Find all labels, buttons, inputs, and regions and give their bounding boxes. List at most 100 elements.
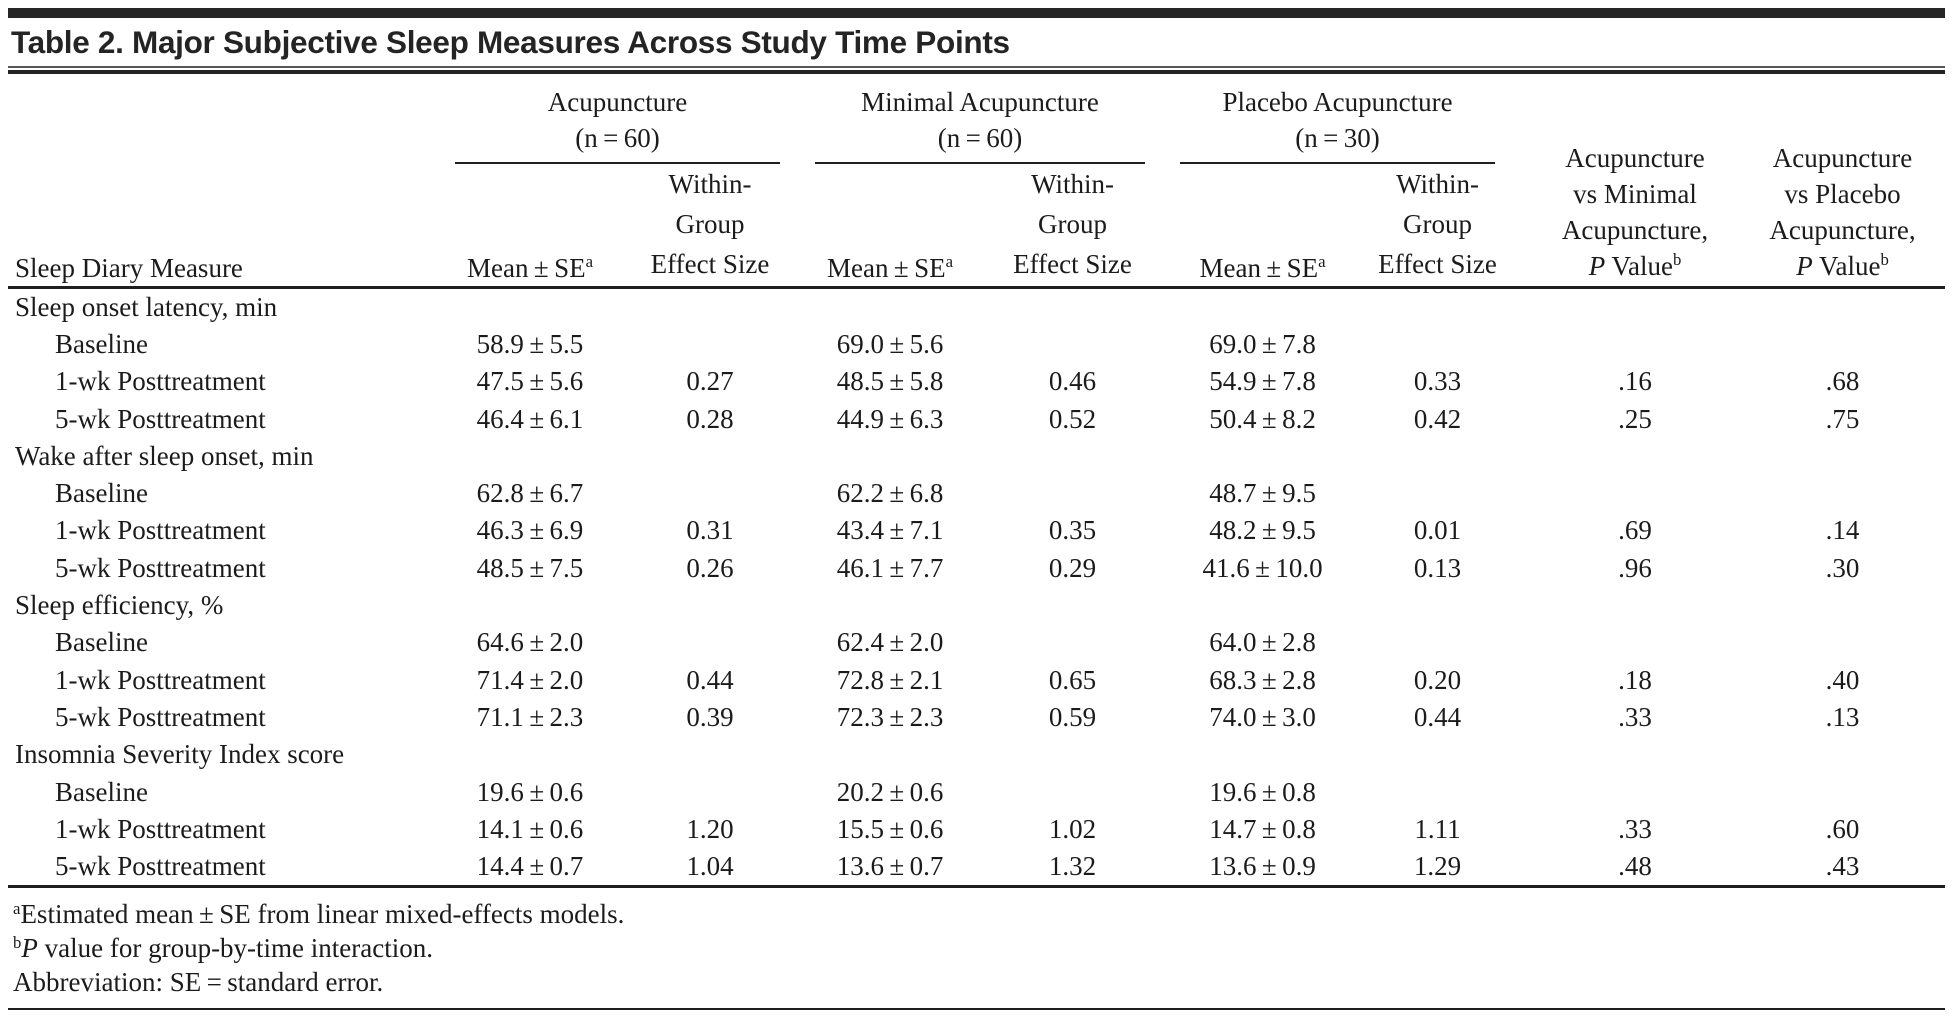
table-mid-rule xyxy=(8,885,1945,888)
sub-header-row: Mean ± SEa Within- Group Effect Size Mean … xyxy=(8,163,1945,289)
mean-se-cell: 50.4 ± 8.2 xyxy=(1209,403,1316,434)
mean-se-cell: 46.3 ± 6.9 xyxy=(476,515,584,546)
mean-se-cell: 69.0 ± 7.8 xyxy=(1209,328,1316,359)
mean-se-cell: 64.6 ± 2.0 xyxy=(476,627,584,658)
group-spanner-rule: Minimal Acupuncture (n = 60) xyxy=(815,84,1146,164)
group-header-acupuncture: Acupuncture (n = 60) xyxy=(455,74,815,164)
p-value-cell xyxy=(1740,773,1945,810)
effect-size-cell: 0.44 xyxy=(686,664,734,695)
col-header-mean-se: Mean ± SEa xyxy=(1180,163,1346,289)
group-header-minimal-acupuncture: Minimal Acupuncture (n = 60) xyxy=(815,74,1180,164)
mean-se-cell: 71.4 ± 2.0 xyxy=(476,664,584,695)
section-row: Sleep onset latency, min xyxy=(8,287,1945,326)
group-name: Placebo Acupuncture xyxy=(1222,86,1453,117)
footnote-a: aEstimated mean ± SE from linear mixed-e… xyxy=(13,898,625,929)
effect-size-cell: 0.28 xyxy=(686,403,734,434)
sleep-measures-table: Sleep Diary Measure Acupuncture (n = 60)… xyxy=(8,73,1946,886)
mean-se-cell: 62.2 ± 6.8 xyxy=(836,478,944,509)
row-label: 5-wk Posttreatment xyxy=(55,403,266,434)
mean-se-cell: 46.4 ± 6.1 xyxy=(476,403,584,434)
col-header-effect-size: Within- Group Effect Size xyxy=(965,163,1181,289)
row-label: 1-wk Posttreatment xyxy=(55,664,266,695)
p-value-cell xyxy=(1740,475,1945,512)
title-rule-thin xyxy=(8,66,1945,68)
effect-size-cell xyxy=(605,326,815,363)
mean-se-cell: 46.1 ± 7.7 xyxy=(836,552,944,583)
table-block: Table 2. Major Subjective Sleep Measures… xyxy=(8,8,1946,1011)
mean-se-cell: 72.8 ± 2.1 xyxy=(836,664,944,695)
p-value-cell: .96 xyxy=(1618,552,1652,583)
p-value-cell xyxy=(1530,624,1740,661)
mean-se-cell: 19.6 ± 0.6 xyxy=(476,776,584,807)
mean-se-cell: 15.5 ± 0.6 xyxy=(836,813,944,844)
mean-se-cell: 48.5 ± 7.5 xyxy=(476,552,584,583)
mean-se-cell: 48.5 ± 5.8 xyxy=(836,366,944,397)
title-rule-thick xyxy=(8,70,1945,74)
group-header-placebo-acupuncture: Placebo Acupuncture (n = 30) xyxy=(1180,74,1530,164)
col-header-effect-size: Within- Group Effect Size xyxy=(1345,163,1531,289)
p-value-cell: .13 xyxy=(1825,701,1860,732)
data-row: Baseline 62.8 ± 6.7 62.2 ± 6.8 48.7 ± 9.… xyxy=(8,475,1945,512)
footnote-b: bP value for group-by-time interaction. xyxy=(13,932,433,963)
table-bottom-rule xyxy=(8,1007,1945,1011)
section-row: Insomnia Severity Index score xyxy=(8,736,1945,773)
footnotes: aEstimated mean ± SE from linear mixed-e… xyxy=(8,888,1945,999)
effect-size-cell: 1.11 xyxy=(1414,813,1461,844)
data-row: Baseline 19.6 ± 0.6 20.2 ± 0.6 19.6 ± 0.… xyxy=(8,773,1945,810)
effect-size-cell xyxy=(1345,475,1530,512)
mean-se-cell: 41.6 ± 10.0 xyxy=(1202,552,1323,583)
p-value-cell: .16 xyxy=(1618,366,1652,397)
data-row: 5-wk Posttreatment 46.4 ± 6.1 0.28 44.9 … xyxy=(8,400,1945,437)
effect-size-cell xyxy=(965,773,1180,810)
p-value-cell xyxy=(1740,326,1945,363)
p-value-cell: .25 xyxy=(1618,403,1652,434)
group-name: Acupuncture xyxy=(547,86,688,117)
row-label: Baseline xyxy=(55,478,148,509)
effect-size-cell: 0.59 xyxy=(1048,701,1097,732)
effect-size-cell: 0.29 xyxy=(1048,552,1097,583)
effect-size-cell: 1.29 xyxy=(1413,851,1462,882)
p-value-cell xyxy=(1740,624,1945,661)
effect-size-cell: 1.20 xyxy=(686,813,734,844)
effect-size-cell: 0.39 xyxy=(686,701,734,732)
p-value-cell xyxy=(1530,475,1740,512)
section-row: Wake after sleep onset, min xyxy=(8,438,1945,475)
top-rule xyxy=(8,8,1945,18)
section-label: Wake after sleep onset, min xyxy=(15,440,314,471)
p-value-cell xyxy=(1530,326,1740,363)
p-value-cell: .14 xyxy=(1825,515,1860,546)
effect-size-cell xyxy=(1345,624,1530,661)
mean-se-cell: 72.3 ± 2.3 xyxy=(836,701,944,732)
mean-se-cell: 64.0 ± 2.8 xyxy=(1209,627,1316,658)
effect-size-cell xyxy=(605,475,815,512)
effect-size-cell: 1.04 xyxy=(686,851,734,882)
data-row: 1-wk Posttreatment 46.3 ± 6.9 0.31 43.4 … xyxy=(8,512,1945,549)
effect-size-cell: 0.26 xyxy=(686,552,734,583)
row-label: 5-wk Posttreatment xyxy=(55,552,266,583)
effect-size-cell: 0.52 xyxy=(1048,403,1097,434)
data-row: 1-wk Posttreatment 14.1 ± 0.6 1.20 15.5 … xyxy=(8,811,1945,848)
row-label: Baseline xyxy=(55,328,148,359)
mean-se-cell: 13.6 ± 0.9 xyxy=(1209,851,1316,882)
mean-se-cell: 14.4 ± 0.7 xyxy=(476,851,584,882)
group-header-row: Sleep Diary Measure Acupuncture (n = 60)… xyxy=(8,73,1946,289)
effect-size-cell: 0.42 xyxy=(1413,403,1462,434)
data-row: 1-wk Posttreatment 71.4 ± 2.0 0.44 72.8 … xyxy=(8,661,1945,698)
mean-se-cell: 20.2 ± 0.6 xyxy=(836,776,944,807)
p-value-cell: .18 xyxy=(1618,664,1652,695)
mean-se-cell: 48.7 ± 9.5 xyxy=(1209,478,1316,509)
row-header: Sleep Diary Measure xyxy=(8,73,455,289)
effect-size-cell: 0.31 xyxy=(686,515,734,546)
effect-size-cell: 0.33 xyxy=(1413,366,1462,397)
mean-se-cell: 62.4 ± 2.0 xyxy=(836,627,944,658)
effect-size-cell: 0.13 xyxy=(1413,552,1462,583)
table-body: Sleep onset latency, min Baseline 58.9 ±… xyxy=(8,287,1945,885)
effect-size-cell xyxy=(605,624,815,661)
p-value-cell: .40 xyxy=(1825,664,1860,695)
p-value-cell: .33 xyxy=(1618,813,1652,844)
mean-se-cell: 14.1 ± 0.6 xyxy=(476,813,584,844)
col-header-effect-size: Within- Group Effect Size xyxy=(605,163,816,289)
row-label: 1-wk Posttreatment xyxy=(55,515,266,546)
p-value-cell: .48 xyxy=(1618,851,1652,882)
effect-size-cell: 1.02 xyxy=(1048,813,1097,844)
